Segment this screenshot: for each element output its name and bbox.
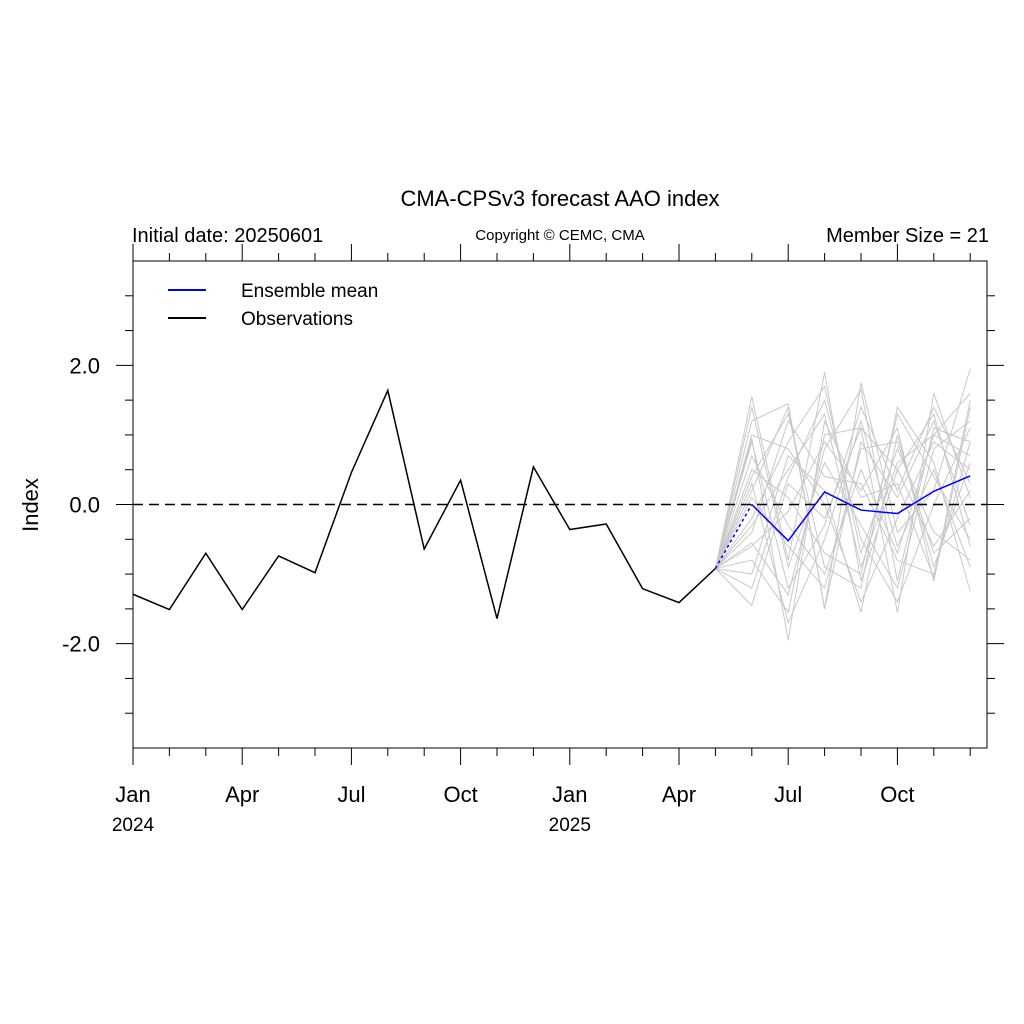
member-line-21	[715, 412, 971, 569]
member-line-16	[715, 398, 971, 604]
y-tick-label: -2.0	[62, 632, 100, 657]
member-line-20	[714, 419, 971, 625]
member-size-label: Member Size = 21	[826, 225, 989, 247]
member-line-13	[714, 412, 971, 575]
member-line-3	[715, 393, 971, 613]
ensemble-members	[714, 368, 971, 641]
x-year-label: 2024	[112, 815, 155, 836]
plot-area: -2.0 0.0 2.0 Jan Apr Jul Oct Jan Apr Jul Oct 2024 20…	[62, 244, 1004, 836]
legend-label-observations: Observations	[241, 309, 353, 330]
x-year-label: 2025	[549, 815, 591, 836]
x-tick-label: Apr	[662, 782, 696, 807]
y-axis-ticks: -2.0 0.0 2.0	[62, 295, 1004, 714]
member-line-11	[714, 406, 971, 590]
series-line-ensemble-mean-link	[714, 504, 753, 569]
x-tick-label: Oct	[443, 782, 477, 807]
copyright-label: Copyright © CEMC, CMA	[475, 227, 644, 244]
initial-date-label: Initial date: 20250601	[132, 225, 323, 247]
x-axis-ticks: Jan Apr Jul Oct Jan Apr Jul Oct 2024 2025	[112, 244, 971, 836]
x-tick-label: Jul	[337, 782, 365, 807]
member-line-19	[715, 406, 971, 582]
y-tick-label: 0.0	[69, 493, 100, 518]
x-tick-label: Jul	[774, 782, 802, 807]
legend: Ensemble mean Observations	[168, 281, 378, 330]
member-line-9	[715, 434, 971, 613]
member-line-18	[714, 434, 971, 604]
x-tick-label: Jan	[115, 782, 150, 807]
y-tick-label: 2.0	[69, 353, 100, 378]
x-tick-label: Jan	[552, 782, 587, 807]
series-line-ensemble-mean	[751, 475, 971, 542]
x-tick-label: Apr	[225, 782, 259, 807]
y-axis-label: Index	[18, 478, 43, 532]
member-line-10	[714, 405, 971, 609]
x-tick-label: Oct	[880, 782, 914, 807]
member-line-4	[714, 400, 971, 641]
legend-label-ensemble-mean: Ensemble mean	[241, 281, 378, 302]
member-line-2	[714, 368, 971, 609]
member-line-1	[714, 372, 971, 582]
series-line-observations	[132, 388, 716, 619]
chart-title: CMA-CPSv3 forecast AAO index	[400, 186, 719, 211]
